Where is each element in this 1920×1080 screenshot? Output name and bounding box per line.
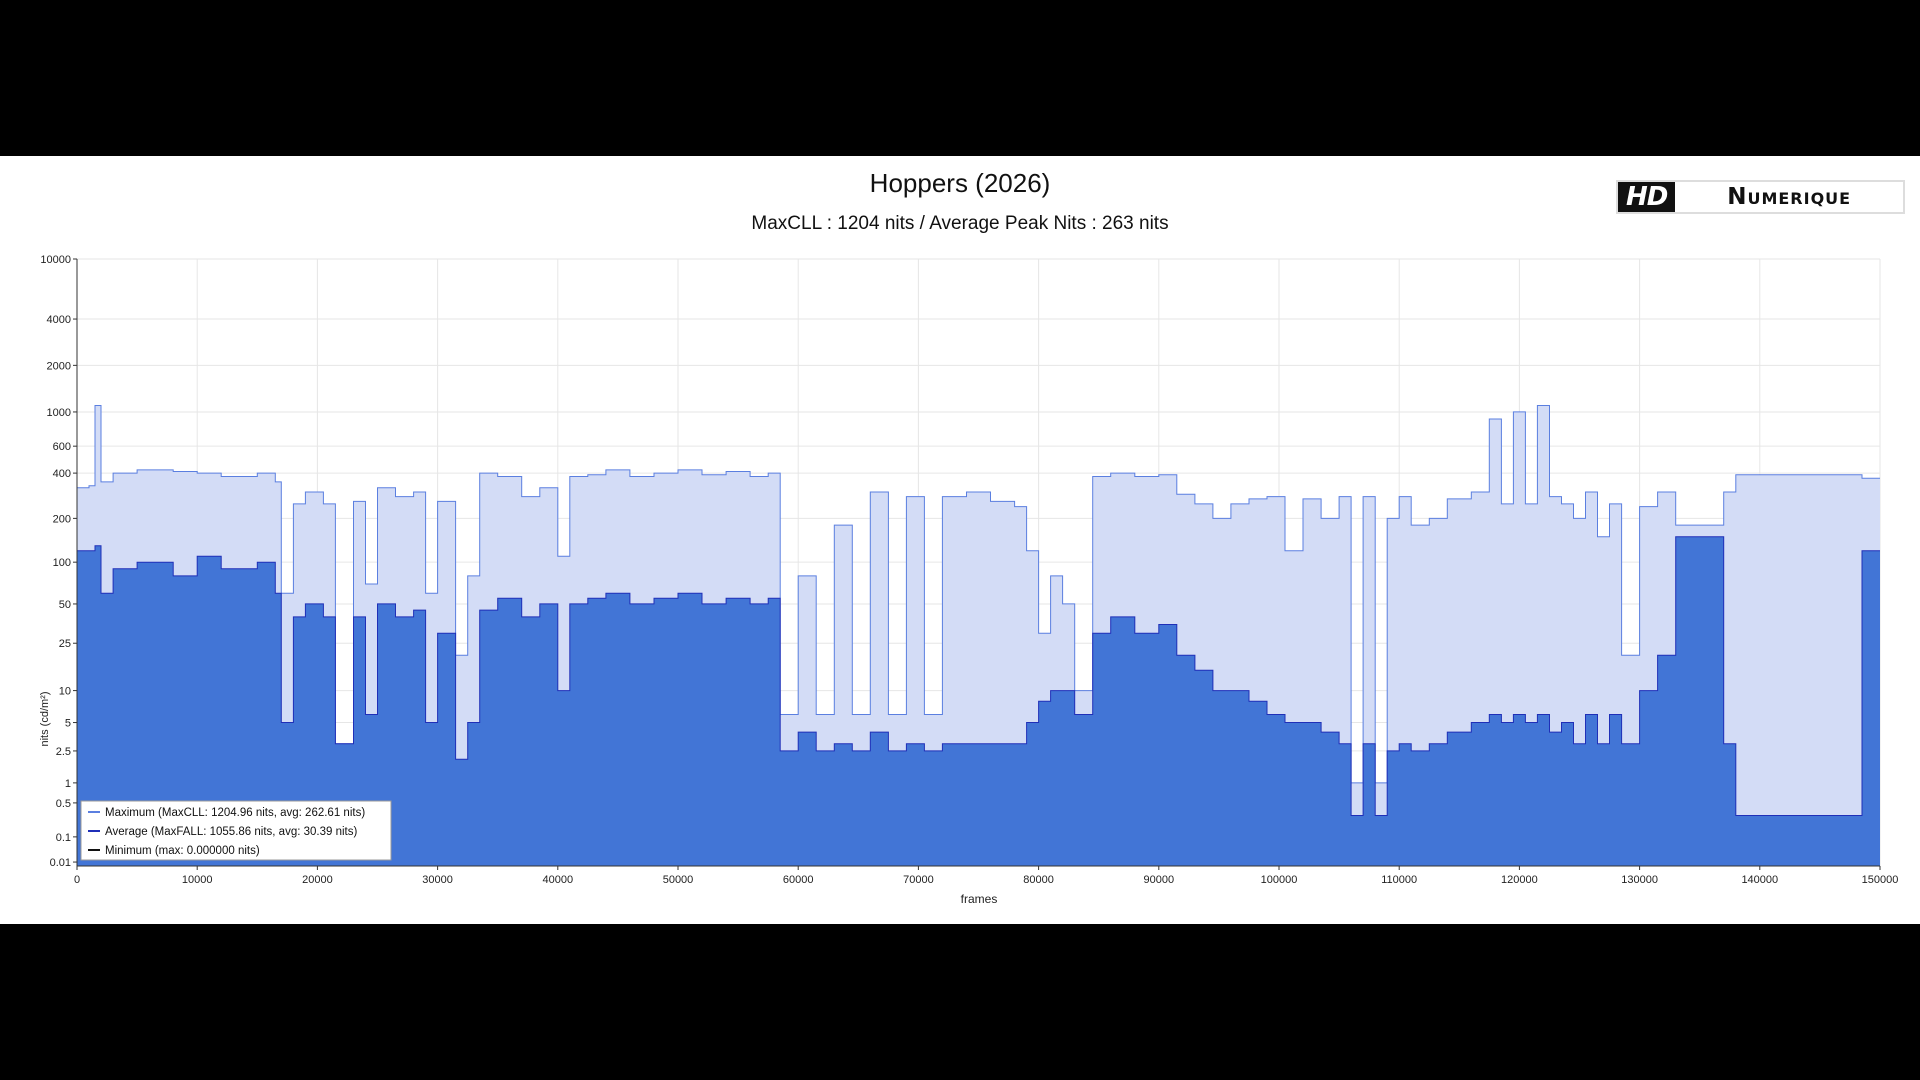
legend: Maximum (MaxCLL: 1204.96 nits, avg: 262.… (80, 800, 392, 861)
x-tick-label: 80000 (1023, 874, 1054, 886)
x-tick-label: 130000 (1621, 874, 1658, 886)
y-tick-label: 200 (53, 513, 71, 525)
x-tick-label: 20000 (302, 874, 333, 886)
x-tick-label: 0 (74, 874, 80, 886)
legend-box (80, 800, 392, 861)
chart-svg: 0.01 0.1 0.5 1 2.5 5 10 25 50 100 200 400 600 1000 200… (39, 254, 1898, 906)
logo-numerique-mark: Numerique (1675, 182, 1903, 212)
y-tick-label: 10000 (40, 254, 71, 266)
y-axis-ticks: 0.01 0.1 0.5 1 2.5 5 10 25 50 100 200 400 600 1000 200… (40, 254, 77, 869)
average-series-area (77, 536, 1880, 866)
x-tick-label: 90000 (1144, 874, 1175, 886)
x-tick-label: 30000 (422, 874, 453, 886)
logo-hd-mark: HD (1626, 182, 1668, 212)
y-tick-label: 0.1 (56, 832, 71, 844)
y-tick-label: 0.5 (56, 798, 71, 810)
chart-title: Hoppers (2026) (869, 168, 1051, 198)
y-tick-label: 2000 (47, 360, 71, 372)
chart-subtitle: MaxCLL : 1204 nits / Average Peak Nits :… (751, 213, 1169, 234)
x-tick-label: 10000 (182, 874, 213, 886)
y-tick-label: 2.5 (56, 746, 71, 758)
y-tick-label: 1 (65, 778, 71, 790)
chart-panel: Hoppers (2026) MaxCLL : 1204 nits / Aver… (0, 156, 1920, 924)
x-tick-label: 40000 (543, 874, 574, 886)
y-tick-label: 10 (59, 686, 71, 698)
x-axis-ticks: 0 10000 20000 30000 40000 50000 60000 70000 8000… (74, 866, 1898, 886)
maximum-series-line (77, 405, 1880, 784)
x-tick-label: 50000 (663, 874, 694, 886)
y-tick-label: 100 (53, 557, 71, 569)
x-tick-label: 70000 (903, 874, 934, 886)
y-tick-label: 400 (53, 468, 71, 480)
x-tick-label: 110000 (1381, 874, 1417, 886)
y-tick-label: 0.01 (50, 857, 71, 869)
legend-entry: Maximum (MaxCLL: 1204.96 nits, avg: 262.… (105, 807, 365, 819)
y-axis-label: nits (cd/m²) (39, 692, 51, 747)
x-tick-label: 100000 (1261, 874, 1298, 886)
y-tick-label: 50 (59, 599, 71, 611)
y-tick-label: 4000 (47, 314, 71, 326)
data-areas (77, 405, 1880, 866)
x-tick-label: 120000 (1501, 874, 1538, 886)
x-tick-label: 140000 (1741, 874, 1778, 886)
x-tick-label: 150000 (1862, 874, 1899, 886)
average-series-line (77, 536, 1880, 816)
x-tick-label: 60000 (783, 874, 814, 886)
x-axis-label: frames (961, 892, 998, 906)
y-tick-label: 25 (59, 638, 71, 650)
y-tick-label: 1000 (47, 407, 71, 419)
y-tick-label: 600 (53, 441, 71, 453)
legend-entry: Average (MaxFALL: 1055.86 nits, avg: 30.… (105, 826, 357, 838)
y-tick-label: 5 (65, 718, 71, 730)
legend-entry: Minimum (max: 0.000000 nits) (105, 845, 260, 857)
hd-numerique-logo: HD Numerique (1616, 180, 1905, 214)
